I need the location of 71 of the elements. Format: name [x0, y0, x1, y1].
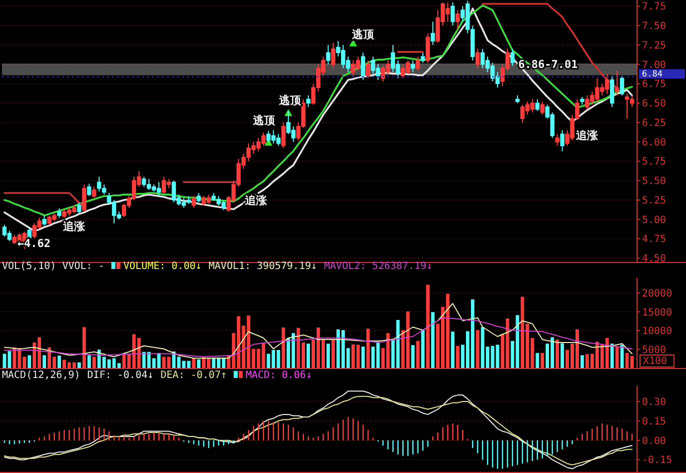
annotation: 逃顶: [252, 114, 276, 127]
annotation: 逃顶: [278, 94, 302, 107]
y-tick-label: 7.25: [642, 40, 666, 52]
bar: [615, 346, 619, 368]
y-tick-label: 5.75: [642, 156, 666, 168]
bar: [540, 353, 544, 368]
text: X100: [643, 356, 668, 367]
bar: [556, 340, 560, 368]
bar: [451, 332, 454, 368]
y-tick-label: 20000: [642, 288, 672, 300]
bar: [192, 358, 196, 368]
y-tick-label: 5.50: [642, 176, 666, 188]
annotation: 追涨: [62, 220, 86, 233]
legend-label: MACD: 0.06↓: [246, 370, 312, 381]
y-tick-label: 4.75: [642, 234, 666, 246]
bar: [426, 284, 430, 368]
y-tick-label: 6.50: [642, 98, 666, 110]
y-tick-label: 7.50: [642, 21, 666, 32]
line-series: [4, 317, 633, 358]
line-series: [4, 303, 633, 359]
bar: [456, 346, 460, 368]
y-tick-label: 5000: [642, 344, 666, 356]
bar: [197, 359, 200, 368]
chart-title: VOL(5,10) VVOL: -: [2, 261, 104, 272]
bar: [361, 346, 365, 368]
y-tick-label: 0.15: [642, 416, 666, 428]
annotation: 追涨: [575, 129, 599, 142]
bar: [87, 355, 91, 368]
y-tick-label: 6.25: [642, 118, 666, 129]
y-tick-label: 15000: [642, 307, 672, 318]
bar: [421, 329, 425, 368]
bar: [82, 327, 86, 368]
point: [349, 39, 358, 46]
y-tick-label: 4.50: [642, 254, 666, 265]
bar: [306, 344, 310, 368]
bar: [58, 356, 61, 368]
bar: [77, 362, 81, 368]
text: MAVOL2: 526387.19↓: [324, 261, 432, 272]
y-tick-label: -0.15: [642, 455, 672, 466]
text: DIF: -0.04↓: [87, 370, 154, 381]
bar: [580, 355, 584, 368]
legend-label: VOLUME: 0.00↓: [123, 261, 202, 272]
bar: [28, 355, 32, 368]
y-tick-label: 7.00: [642, 60, 666, 71]
bar: [282, 328, 286, 368]
bar: [560, 343, 564, 368]
bar: [476, 330, 480, 368]
y-tick-label: 5.25: [642, 195, 666, 206]
text: MAVOL1: 390579.19↓: [208, 261, 318, 272]
bar: [366, 328, 370, 368]
y-tick-label: 10000: [642, 326, 672, 337]
bar: [431, 312, 435, 368]
chart-title: MACD(12,26,9): [2, 370, 80, 381]
y-tick-label: 5.00: [642, 214, 666, 226]
y-tick-label: 6.00: [642, 137, 666, 148]
bar: [42, 355, 46, 368]
bar: [416, 341, 420, 368]
annotation: 逃顶: [351, 28, 375, 41]
y-tick-label: 6.75: [642, 79, 666, 90]
y-tick-label: 0.00: [642, 436, 666, 447]
bar: [536, 353, 540, 368]
y-tick-label: 7.75: [642, 2, 666, 13]
bar: [326, 344, 330, 368]
bar: [411, 345, 415, 368]
y-tick-label: 0.30: [642, 397, 666, 408]
text: DEA: -0.07↑: [160, 370, 227, 381]
bar: [331, 340, 335, 368]
bar: [620, 344, 624, 368]
ref-line-label: 6.84: [642, 70, 662, 80]
bar: [610, 344, 614, 368]
bar: [92, 356, 96, 368]
